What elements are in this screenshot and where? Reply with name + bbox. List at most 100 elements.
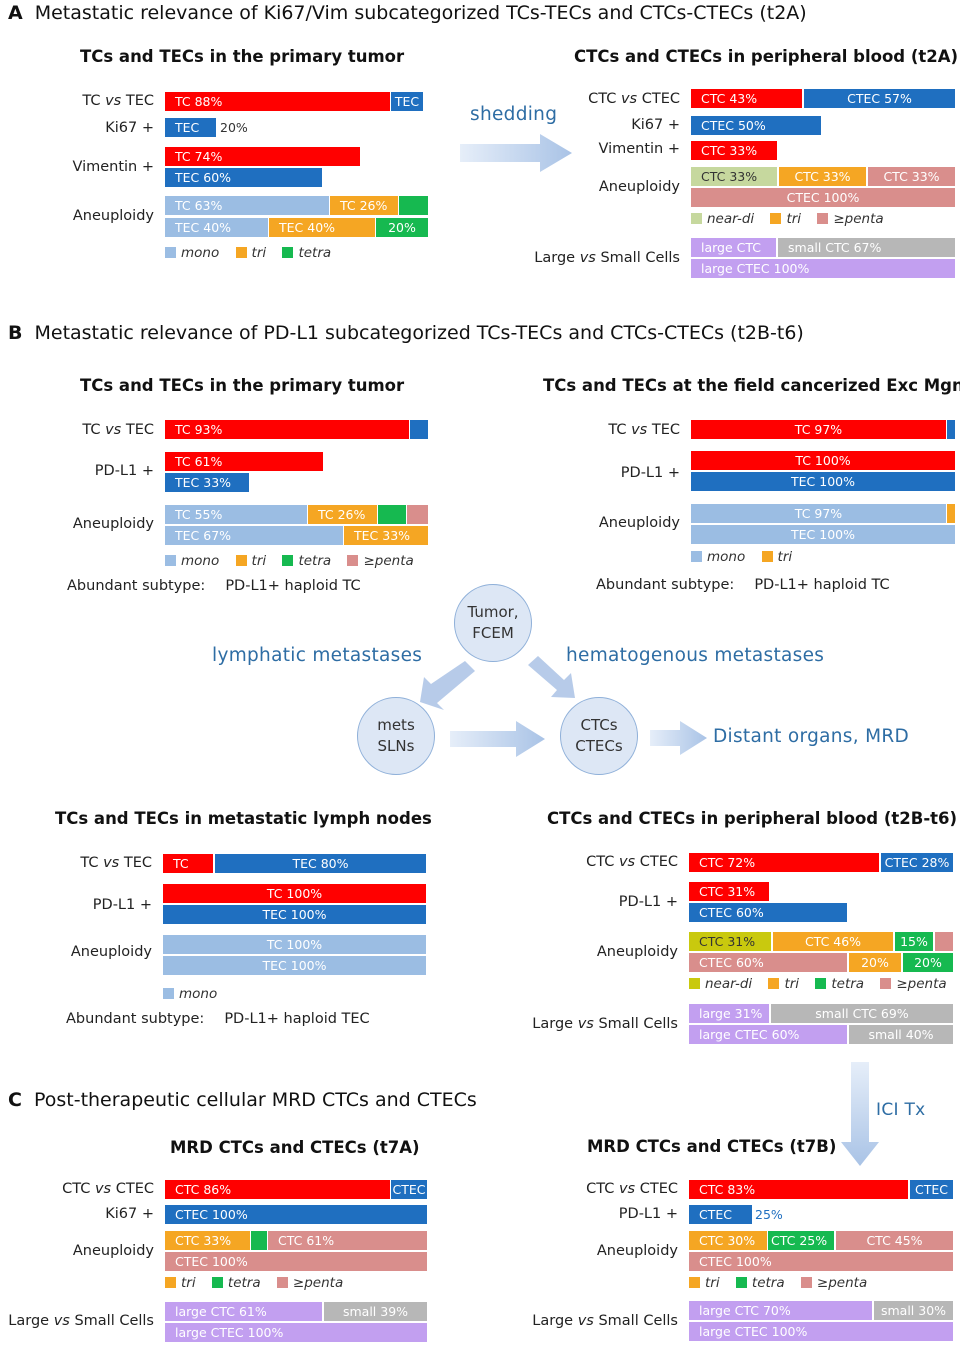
bar-segment: CTEC: [910, 1180, 953, 1199]
bar-segment: TC 74%: [165, 147, 360, 166]
row-label-pdl1: PD-L1 +: [618, 894, 678, 910]
section-c-header: C Post-therapeutic cellular MRD CTCs and …: [8, 1089, 477, 1111]
bar-segment: CTEC 100%: [691, 188, 955, 207]
legend: mono tri tetra ≥penta: [165, 553, 426, 569]
bar-segment: small 30%: [874, 1301, 953, 1320]
legend: mono tri: [691, 549, 804, 565]
bar-segment: TC 61%: [165, 452, 323, 471]
bar-segment: CTEC 50%: [691, 116, 821, 135]
bar-segment: CTC 25%: [768, 1231, 834, 1250]
bar-segment: [410, 420, 428, 439]
row-label-ki67: Ki67 +: [631, 117, 680, 133]
row-label-pdl1: PD-L1 +: [92, 897, 152, 913]
panel-title-b-tl: TCs and TECs in the primary tumor: [80, 376, 405, 395]
row-label-ctc-vs-ctec: CTC vs CTEC: [586, 854, 678, 870]
bar-segment: CTC 33%: [868, 167, 955, 186]
bar-segment: small 39%: [324, 1302, 427, 1321]
row-label-aneuploidy: Aneuploidy: [72, 208, 154, 224]
hematogenous-label: hematogenous metastases: [566, 645, 825, 666]
bar-segment: large CTC 61%: [165, 1302, 322, 1321]
legend: tri tetra ≥penta: [689, 1275, 879, 1291]
bar-segment: TEC 80%: [215, 854, 426, 873]
bar-segment: TEC: [391, 92, 423, 111]
shedding-label: shedding: [470, 104, 558, 125]
bar-segment: CTEC 60%: [689, 953, 847, 972]
abundant-subtype: Abundant subtype: PD-L1+ haploid TEC: [66, 1011, 370, 1027]
panel-title-a-left: TCs and TECs in the primary tumor: [80, 47, 405, 66]
legend: near-di tri tetra ≥penta: [689, 976, 959, 992]
bar-segment: TEC 100%: [691, 472, 955, 491]
bar-segment: large CTEC 60%: [689, 1025, 847, 1044]
bar-segment: TEC 100%: [163, 956, 426, 975]
bar-segment: TC 26%: [308, 505, 377, 524]
mets-to-ctcs-arrow-icon: [450, 721, 545, 757]
bar-segment: CTEC 57%: [804, 89, 955, 108]
mets-slns-node: mets SLNs: [357, 697, 435, 775]
bar-segment: CTC 61%: [268, 1231, 427, 1250]
bar-segment: TEC 60%: [165, 168, 322, 187]
bar-segment: TC 88%: [165, 92, 390, 111]
bar-segment: CTC 86%: [165, 1180, 390, 1199]
bar-segment: small CTC 69%: [771, 1004, 953, 1023]
tumor-to-mets-arrow-icon: [420, 661, 475, 710]
distant-label: Distant organs, MRD: [713, 726, 910, 747]
bar-segment: CTEC: [689, 1205, 752, 1224]
bar-segment: CTC 31%: [689, 932, 771, 951]
bar-segment: 20%: [849, 953, 901, 972]
ctcs-to-distant-arrow-icon: [650, 721, 707, 755]
bar-segment: CTEC 60%: [689, 903, 847, 922]
bar-segment: TC 97%: [691, 420, 946, 439]
bar-segment: TEC 33%: [165, 473, 249, 492]
row-label-ctc-vs-ctec: CTC vs CTEC: [62, 1181, 154, 1197]
bar-segment: CTC 33%: [165, 1231, 250, 1250]
row-label-tc-vs-tec: TC vs TEC: [608, 422, 680, 438]
bar-segment: large CTC: [691, 238, 776, 257]
row-label-pdl1: PD-L1 +: [94, 463, 154, 479]
panel-title-c-left: MRD CTCs and CTECs (t7A): [170, 1138, 420, 1157]
panel-title-b-br: CTCs and CTECs in peripheral blood (t2B-…: [547, 809, 958, 828]
row-label-aneuploidy: Aneuploidy: [596, 944, 678, 960]
ici-label: ICI Tx: [876, 1100, 926, 1120]
bar-segment: TEC 33%: [344, 526, 428, 545]
section-b-header: B Metastatic relevance of PD-L1 subcatego…: [8, 322, 804, 344]
bar-segment: 20%: [903, 953, 953, 972]
panel-title-b-tr: TCs and TECs at the field cancerized Exc…: [543, 376, 960, 395]
bar-segment: CTC 33%: [779, 167, 866, 186]
row-label-ki67: Ki67 +: [105, 1206, 154, 1222]
bar-segment: large CTEC 100%: [691, 259, 955, 278]
row-label-pdl1: PD-L1 +: [618, 1206, 678, 1222]
outside-value: 20%: [220, 120, 248, 135]
section-a-header: A Metastatic relevance of Ki67/Vim subcat…: [8, 2, 807, 24]
row-label-pdl1: PD-L1 +: [620, 465, 680, 481]
row-label-large-vs-small: Large vs Small Cells: [8, 1313, 154, 1329]
row-label-ctc-vs-ctec: CTC vs CTEC: [586, 1181, 678, 1197]
row-label-large-vs-small: Large vs Small Cells: [532, 1016, 678, 1032]
legend: near-di tri ≥penta: [691, 211, 896, 227]
bar-segment: 20%: [376, 218, 428, 237]
abundant-subtype: Abundant subtype: PD-L1+ haploid TC: [67, 578, 361, 594]
bar-segment: [251, 1231, 267, 1250]
bar-segment: small 40%: [849, 1025, 953, 1044]
bar-segment: TC: [163, 854, 213, 873]
bar-segment: 15%: [895, 932, 933, 951]
bar-segment: TC 63%: [165, 196, 329, 215]
row-label-vimentin: Vimentin +: [598, 141, 680, 157]
panel-title-c-right: MRD CTCs and CTECs (t7B): [587, 1137, 837, 1156]
outside-value: 25%: [755, 1207, 783, 1222]
bar-segment: TEC 40%: [269, 218, 375, 237]
bar-segment: large CTC 70%: [689, 1301, 872, 1320]
lymphatic-label: lymphatic metastases: [212, 645, 423, 666]
bar-segment: CTEC 100%: [689, 1252, 953, 1271]
bar-segment: TC 93%: [165, 420, 409, 439]
bar-segment: TEC 100%: [163, 905, 426, 924]
bar-segment: CTC 30%: [689, 1231, 767, 1250]
row-label-aneuploidy: Aneuploidy: [72, 1243, 154, 1259]
bar-segment: CTC 31%: [689, 882, 769, 901]
bar-segment: TC 26%: [330, 196, 398, 215]
row-label-aneuploidy: Aneuploidy: [598, 515, 680, 531]
bar-segment: small CTC 67%: [778, 238, 955, 257]
bar-segment: CTC 33%: [691, 167, 777, 186]
tumor-to-ctcs-arrow-icon: [528, 656, 575, 698]
